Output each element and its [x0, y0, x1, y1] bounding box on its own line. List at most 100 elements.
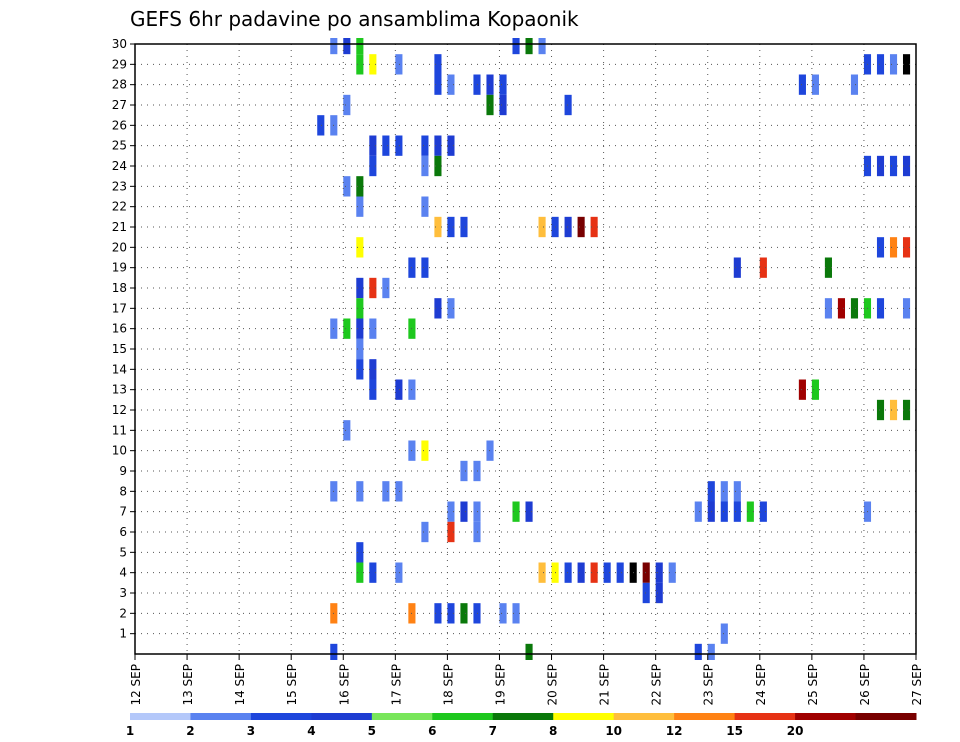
color-scale-swatch — [190, 713, 252, 720]
heatmap-cell — [850, 74, 859, 95]
heatmap-cell — [759, 501, 767, 522]
color-scale-swatch — [130, 713, 191, 720]
color-scale-swatch — [492, 713, 554, 720]
heatmap-cell — [733, 501, 741, 522]
color-scale-swatch — [855, 713, 917, 720]
heatmap-cell — [421, 155, 429, 177]
grid-lines — [135, 44, 916, 654]
heatmap-cell — [356, 237, 364, 258]
y-tick-label: 5 — [119, 545, 127, 559]
heatmap-cell — [473, 501, 481, 522]
heatmap-cell — [434, 603, 442, 624]
heatmap-cell — [421, 135, 429, 156]
color-scale-label: 20 — [787, 724, 804, 738]
color-scale-label: 8 — [549, 724, 557, 738]
heatmap-cell — [837, 298, 846, 319]
heatmap-cell — [434, 216, 442, 238]
heatmap-cell — [525, 643, 533, 660]
y-tick-label: 27 — [112, 98, 127, 112]
heatmap-cell — [369, 359, 377, 380]
heatmap-cell — [395, 54, 403, 75]
y-tick-label: 2 — [119, 606, 127, 620]
color-scale-swatch — [311, 713, 373, 720]
heatmap-cells — [317, 38, 911, 660]
heatmap-cell — [369, 54, 377, 75]
x-tick-label: 27 SEP — [910, 664, 924, 706]
y-tick-label: 15 — [112, 342, 127, 356]
heatmap-cell — [564, 216, 572, 238]
heatmap-cell — [356, 542, 364, 563]
heatmap-cell — [668, 562, 676, 583]
y-tick-label: 16 — [112, 322, 127, 336]
x-tick-label: 19 SEP — [493, 664, 507, 706]
heatmap-cell — [577, 562, 585, 583]
y-tick-label: 19 — [112, 261, 127, 275]
heatmap-cell — [525, 501, 533, 522]
y-tick-label: 8 — [119, 484, 127, 498]
color-scale-label: 6 — [428, 724, 436, 738]
heatmap-cell — [590, 562, 598, 583]
heatmap-cell — [824, 298, 832, 319]
y-tick-label: 26 — [112, 118, 127, 132]
heatmap-cell — [642, 562, 650, 583]
heatmap-cell — [356, 196, 364, 217]
heatmap-cell — [590, 216, 598, 238]
heatmap-cell — [707, 643, 715, 660]
heatmap-cell — [876, 237, 885, 258]
heatmap-cell — [577, 216, 585, 238]
heatmap-cell — [421, 440, 429, 461]
heatmap-cell — [369, 318, 377, 339]
y-tick-label: 18 — [112, 281, 127, 295]
color-scale-label: 1 — [126, 724, 134, 738]
heatmap-cell — [512, 38, 520, 55]
heatmap-cell — [447, 501, 455, 522]
x-tick-label: 16 SEP — [337, 664, 351, 706]
y-tick-label: 22 — [112, 200, 127, 214]
y-tick-label: 1 — [119, 627, 127, 641]
heatmap-cell — [395, 135, 403, 156]
y-tick-label: 3 — [119, 586, 127, 600]
heatmap-cell — [499, 603, 507, 624]
heatmap-cell — [642, 582, 650, 604]
heatmap-cell — [460, 603, 468, 624]
heatmap-cell — [330, 643, 338, 660]
heatmap-cell — [395, 481, 403, 502]
heatmap-cell — [902, 155, 911, 177]
heatmap-cell — [876, 298, 885, 319]
y-tick-label: 13 — [112, 383, 127, 397]
x-axis-ticks: 12 SEP 13 SEP 14 SEP 15 SEP 16 SEP 17 SEP 18 S… — [129, 654, 924, 706]
heatmap-cell — [382, 277, 390, 299]
y-tick-label: 4 — [119, 566, 127, 580]
heatmap-cell — [720, 501, 728, 522]
y-tick-label: 11 — [112, 423, 127, 437]
y-axis-ticks: 1234567891011121314151617181920212223242… — [112, 37, 135, 641]
heatmap-cell — [460, 216, 468, 238]
x-tick-label: 21 SEP — [598, 664, 612, 706]
color-scale-swatch — [432, 713, 494, 720]
heatmap-cell — [902, 54, 911, 75]
heatmap-cell — [499, 74, 507, 95]
y-tick-label: 25 — [112, 139, 127, 153]
color-scale-swatch — [613, 713, 675, 720]
x-tick-label: 13 SEP — [181, 664, 195, 706]
heatmap-cell — [720, 623, 728, 644]
heatmap-cell — [382, 135, 390, 156]
chart-title: GEFS 6hr padavine po ansamblima Kopaonik — [130, 7, 579, 31]
color-scale-label: 5 — [368, 724, 376, 738]
heatmap-cell — [473, 521, 481, 543]
heatmap-cell — [655, 582, 663, 604]
heatmap-cell — [889, 399, 898, 421]
color-scale-swatch — [250, 713, 312, 720]
heatmap-cell — [759, 257, 767, 278]
heatmap-cell — [811, 379, 819, 400]
color-scale-label: 10 — [605, 724, 622, 738]
color-scale-label: 7 — [489, 724, 497, 738]
heatmap-cell — [473, 74, 481, 95]
x-tick-label: 14 SEP — [233, 664, 247, 706]
heatmap-cell — [876, 155, 885, 177]
heatmap-cell — [421, 257, 429, 278]
heatmap-cell — [382, 481, 390, 502]
x-tick-label: 23 SEP — [702, 664, 716, 706]
heatmap-cell — [460, 460, 468, 482]
heatmap-cell — [356, 359, 364, 380]
